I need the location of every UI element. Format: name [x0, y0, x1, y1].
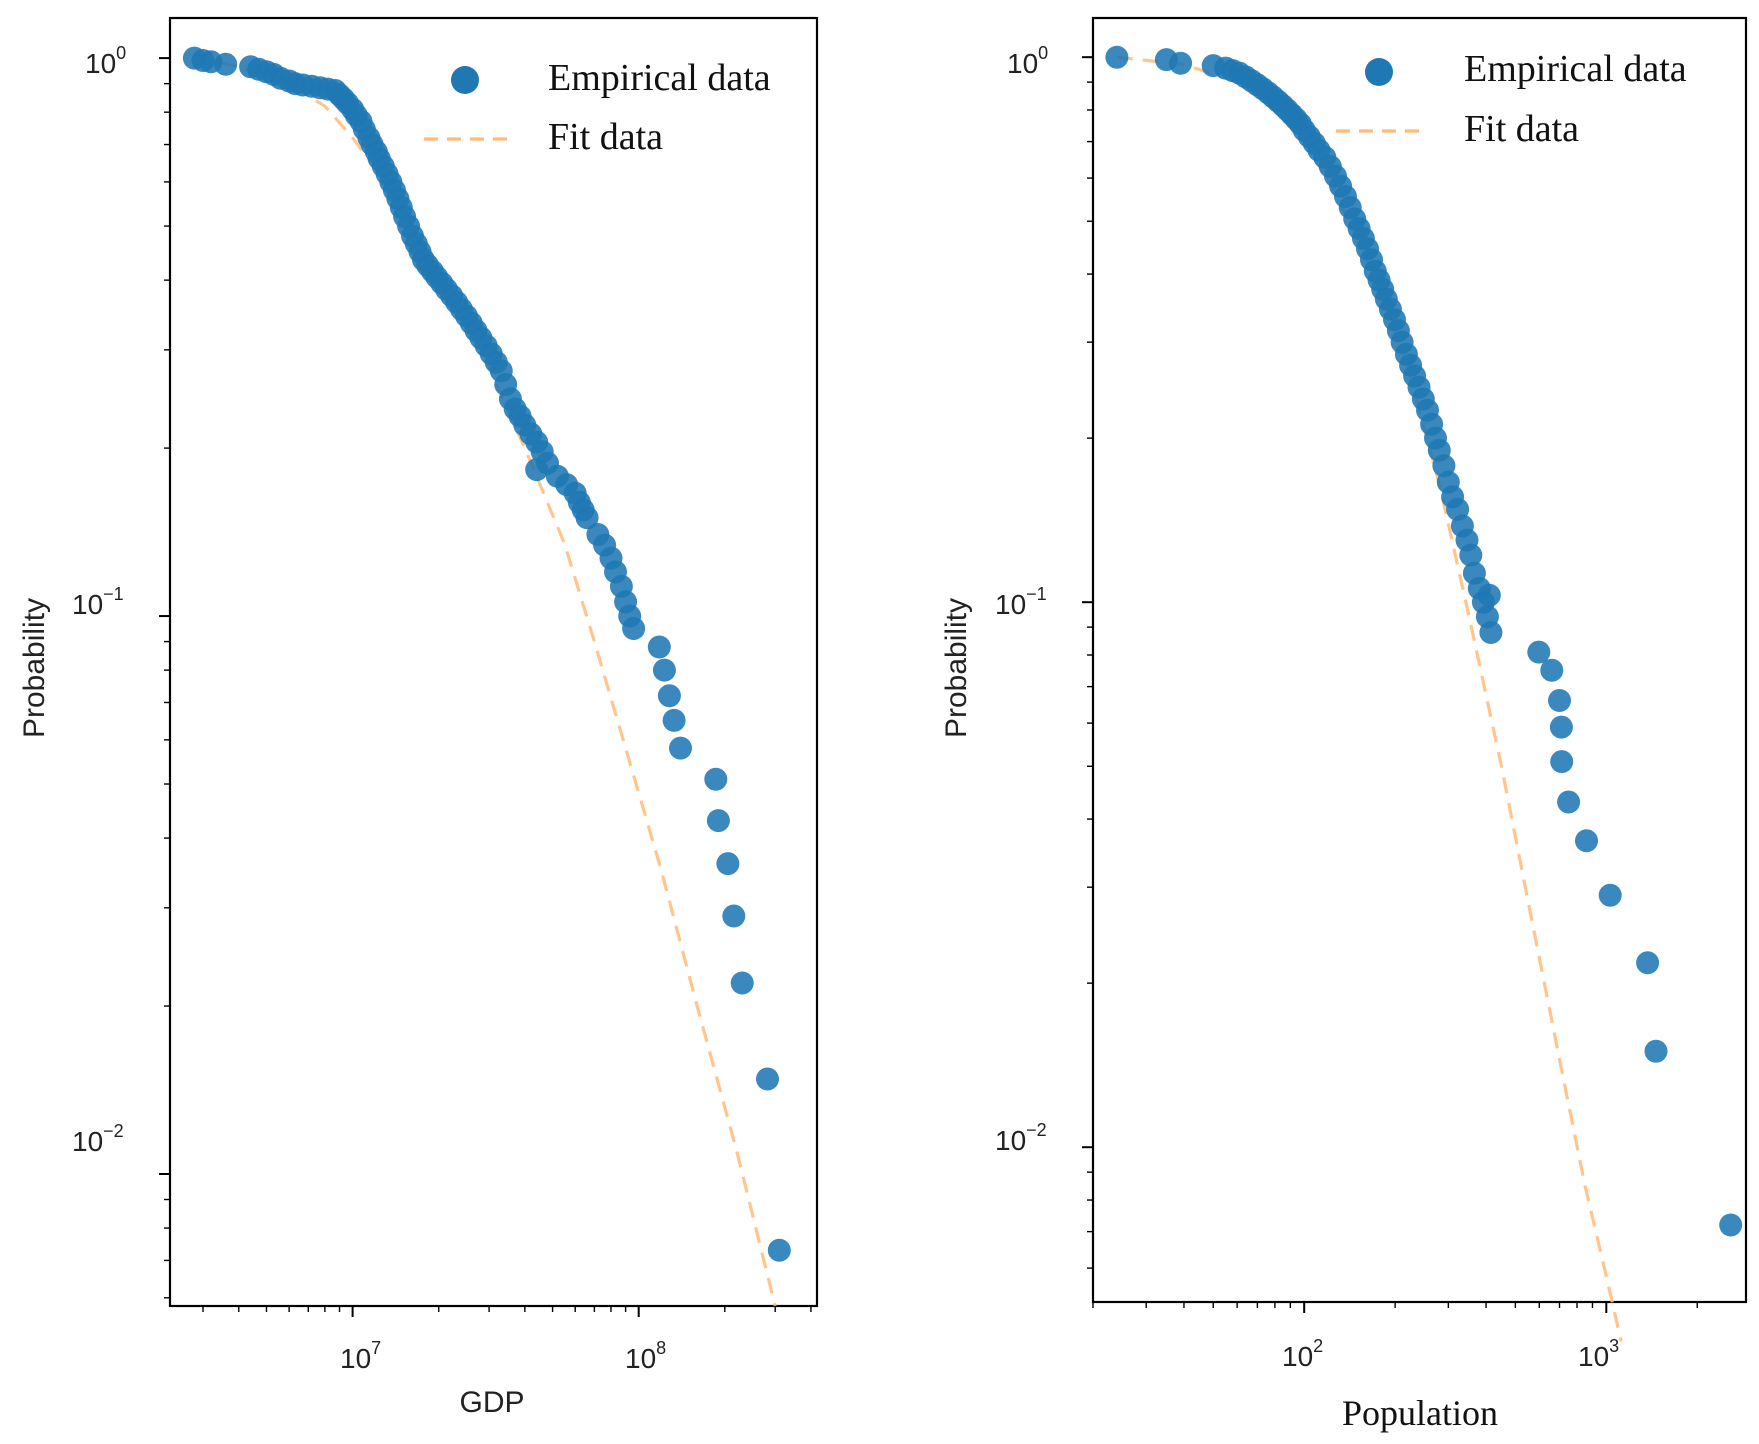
legend: Empirical data Fit data	[424, 57, 771, 158]
data-point	[716, 852, 740, 876]
data-point	[1548, 689, 1571, 712]
data-point	[662, 708, 686, 732]
y-tick-label-2: 10−2	[72, 1121, 124, 1157]
data-point	[1105, 45, 1129, 69]
y-tick-label-2: 10−2	[995, 1120, 1047, 1156]
gdp-chart: 100 10−1 10−2 107 108 GDP Probability Em…	[18, 16, 819, 1419]
data-point	[1527, 640, 1551, 664]
data-point	[1479, 621, 1503, 644]
data-point	[657, 684, 681, 708]
empirical-series	[182, 46, 791, 1262]
data-point	[214, 52, 238, 76]
data-point	[767, 1238, 791, 1262]
data-point	[1575, 829, 1598, 853]
legend-entry-fit: Fit data	[548, 116, 663, 158]
fit-line	[194, 56, 777, 1307]
data-point	[704, 767, 728, 791]
y-tick-label-0: 100	[85, 43, 126, 79]
data-point	[1550, 750, 1574, 774]
x-tick-label-1: 103	[1578, 1336, 1619, 1372]
x-tick-label-0: 107	[340, 1338, 381, 1374]
data-point	[575, 506, 599, 530]
data-point	[730, 971, 754, 995]
legend-marker-empirical	[1365, 58, 1393, 86]
data-point	[756, 1067, 779, 1091]
legend-entry-fit: Fit data	[1464, 108, 1579, 150]
population-chart: 100 10−1 10−2 102 103 Population Probabi…	[940, 16, 1748, 1433]
x-tick-label-1: 108	[625, 1338, 666, 1374]
data-point	[706, 809, 730, 833]
data-point	[669, 736, 692, 760]
legend-entry-empirical: Empirical data	[548, 57, 771, 99]
data-point	[525, 458, 549, 482]
data-point	[1557, 790, 1581, 814]
data-point	[1598, 883, 1622, 907]
y-tick-label-1: 10−1	[72, 584, 124, 620]
data-point	[1549, 715, 1573, 739]
data-point	[1459, 543, 1483, 567]
legend-marker-empirical	[451, 66, 479, 94]
x-axis-label: Population	[1342, 1393, 1498, 1433]
y-axis-label: Probability	[18, 598, 51, 738]
data-point	[722, 904, 746, 928]
y-tick-label-0: 100	[1007, 43, 1048, 79]
data-point	[1540, 658, 1564, 682]
y-tick-label-1: 10−1	[995, 584, 1047, 620]
y-axis-label: Probability	[940, 598, 973, 738]
legend-entry-empirical: Empirical data	[1464, 48, 1687, 90]
data-point	[652, 658, 676, 682]
fit-series	[194, 56, 777, 1307]
data-point	[1644, 1039, 1668, 1063]
empirical-series	[1105, 45, 1743, 1237]
tick-marks	[159, 57, 812, 1317]
plot-frame	[168, 16, 819, 1308]
data-point	[1719, 1213, 1743, 1237]
plot-frame	[1091, 16, 1748, 1304]
data-point	[1477, 583, 1501, 607]
x-axis-label: GDP	[459, 1386, 524, 1419]
data-point	[647, 635, 671, 659]
tick-marks	[1082, 56, 1698, 1313]
data-point	[622, 617, 646, 640]
data-point	[1636, 951, 1660, 975]
data-point	[1169, 51, 1193, 75]
x-tick-label-0: 102	[1282, 1336, 1323, 1372]
legend: Empirical data Fit data	[1336, 48, 1687, 150]
